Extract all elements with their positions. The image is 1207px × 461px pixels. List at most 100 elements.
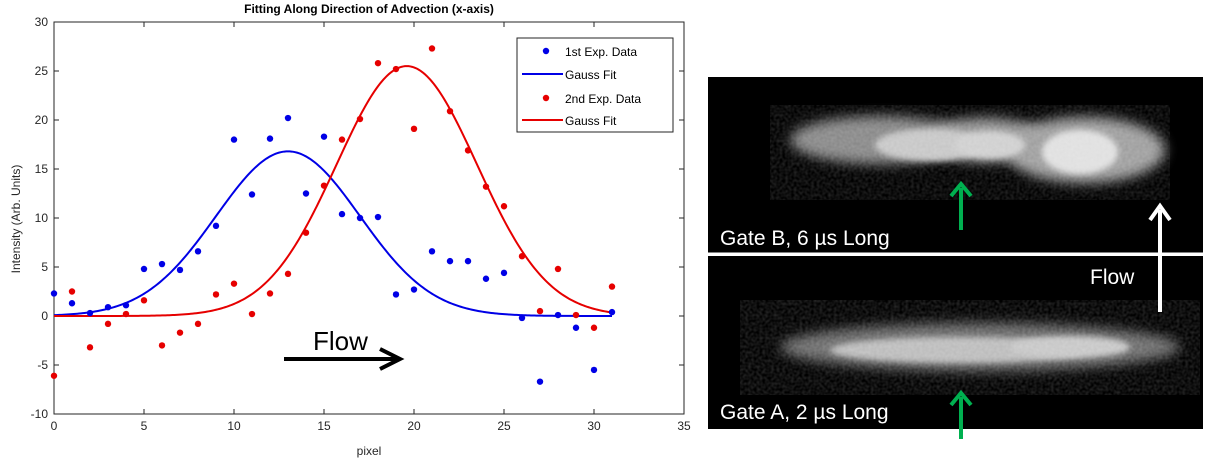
data-point-series-2 — [338, 136, 346, 143]
data-point-series-2 — [518, 253, 526, 260]
legend-marker-1st-exp-data — [542, 47, 550, 55]
gate-a-marker-arrow — [949, 389, 973, 439]
data-point-series-2 — [320, 182, 328, 189]
data-point-series-2 — [572, 311, 580, 319]
gate-b-marker-arrow — [949, 180, 973, 230]
data-point-series-0 — [356, 214, 364, 222]
data-point-series-2 — [482, 183, 490, 190]
data-point-series-0 — [50, 290, 58, 297]
data-point-series-0 — [194, 248, 202, 255]
gauss-fit-curve-1 — [53, 150, 612, 317]
data-point-series-0 — [374, 213, 382, 221]
data-point-series-2 — [536, 307, 544, 315]
data-point-series-2 — [410, 125, 418, 133]
panel-flow-label: Flow — [1090, 266, 1135, 289]
y-tick-label: 0 — [41, 309, 48, 323]
axis-ticks: 0 5 10 15 20 25 30 35 -10 -5 0 5 10 15 20 25 30 — [31, 15, 691, 433]
y-tick-label: 5 — [41, 260, 48, 274]
data-point-series-2 — [590, 324, 598, 331]
data-point-series-2 — [392, 65, 400, 73]
data-point-series-0 — [302, 190, 310, 197]
data-point-series-0 — [248, 191, 256, 198]
data-point-series-2 — [266, 290, 274, 297]
fit-curves — [53, 65, 613, 317]
data-point-series-2 — [140, 297, 148, 304]
data-point-series-0 — [428, 248, 436, 255]
data-point-series-0 — [500, 269, 508, 277]
y-tick-label: 25 — [35, 64, 49, 78]
data-point-series-2 — [374, 59, 382, 67]
legend-label-2nd-exp-data: 2nd Exp. Data — [565, 92, 641, 106]
y-tick-label: -5 — [37, 358, 48, 372]
y-tick-label: 15 — [35, 162, 49, 176]
data-point-series-2 — [212, 291, 220, 298]
flow-arrowhead — [379, 347, 405, 371]
chart: 0 5 10 15 20 25 30 35 -10 -5 0 5 10 15 20 25 30 Fitting … — [9, 2, 691, 458]
gate-a-plume — [740, 300, 1200, 395]
legend-label-1st-exp-data: 1st Exp. Data — [565, 45, 637, 59]
legend-box — [516, 37, 674, 133]
gate-a-frame: Gate A, 2 µs Long — [708, 256, 1203, 429]
data-point-series-0 — [410, 286, 418, 293]
y-tick-label: 10 — [35, 211, 49, 225]
legend: 1st Exp. Data Gauss Fit 2nd Exp. Data Ga… — [516, 37, 674, 133]
chart-title: Fitting Along Direction of Advection (x-… — [244, 2, 494, 16]
data-point-series-2 — [302, 229, 310, 236]
data-point-series-2 — [554, 265, 562, 273]
panel-flow-annotation: Flow — [1090, 202, 1172, 312]
data-point-series-2 — [194, 320, 202, 328]
data-point-series-0 — [176, 266, 184, 274]
x-tick-label: 35 — [677, 419, 691, 433]
data-point-series-2 — [464, 147, 472, 154]
data-point-series-2 — [248, 310, 256, 318]
gate-a-label: Gate A, 2 µs Long — [720, 401, 889, 424]
data-point-series-0 — [86, 309, 94, 317]
data-point-series-0 — [284, 114, 292, 122]
data-points — [50, 45, 616, 385]
data-point-series-0 — [608, 308, 616, 316]
x-tick-label: 5 — [141, 419, 148, 433]
data-point-series-0 — [140, 265, 148, 273]
x-tick-label: 20 — [407, 419, 421, 433]
data-point-series-0 — [320, 133, 328, 140]
data-point-series-2 — [104, 320, 112, 328]
data-point-series-0 — [482, 275, 490, 282]
x-axis-label: pixel — [357, 444, 382, 458]
data-point-series-0 — [446, 257, 454, 265]
gate-b-frame: Gate B, 6 µs Long — [708, 77, 1203, 253]
data-point-series-2 — [284, 270, 292, 278]
data-point-series-0 — [212, 222, 220, 230]
data-point-series-0 — [572, 324, 580, 331]
data-point-series-0 — [104, 303, 112, 311]
data-point-series-0 — [338, 210, 346, 218]
legend-marker-2nd-exp-data — [542, 94, 550, 102]
y-tick-label: -10 — [31, 407, 49, 421]
data-point-series-2 — [158, 342, 166, 349]
data-point-series-0 — [230, 136, 238, 143]
data-point-series-2 — [86, 344, 94, 351]
data-point-series-0 — [590, 366, 598, 374]
y-tick-label: 20 — [35, 113, 49, 127]
data-point-series-0 — [518, 314, 526, 322]
y-tick-label: 30 — [35, 15, 49, 29]
data-point-series-2 — [122, 310, 130, 318]
x-tick-label: 15 — [317, 419, 331, 433]
flow-annotation: Flow — [284, 326, 405, 371]
data-point-series-2 — [50, 372, 58, 379]
data-point-series-0 — [158, 260, 166, 268]
legend-label-gauss-fit-blue: Gauss Fit — [565, 68, 617, 82]
data-point-series-2 — [428, 45, 436, 52]
data-point-series-0 — [536, 378, 544, 385]
gate-b-plume — [770, 105, 1170, 200]
data-point-series-0 — [554, 311, 562, 319]
x-tick-label: 0 — [51, 419, 58, 433]
data-point-series-0 — [464, 257, 472, 265]
data-point-series-0 — [122, 302, 130, 309]
x-tick-label: 25 — [497, 419, 511, 433]
data-point-series-2 — [500, 203, 508, 210]
data-point-series-2 — [68, 288, 76, 295]
x-tick-label: 10 — [227, 419, 241, 433]
data-point-series-2 — [446, 107, 454, 115]
data-point-series-2 — [230, 280, 238, 287]
data-point-series-0 — [392, 291, 400, 298]
